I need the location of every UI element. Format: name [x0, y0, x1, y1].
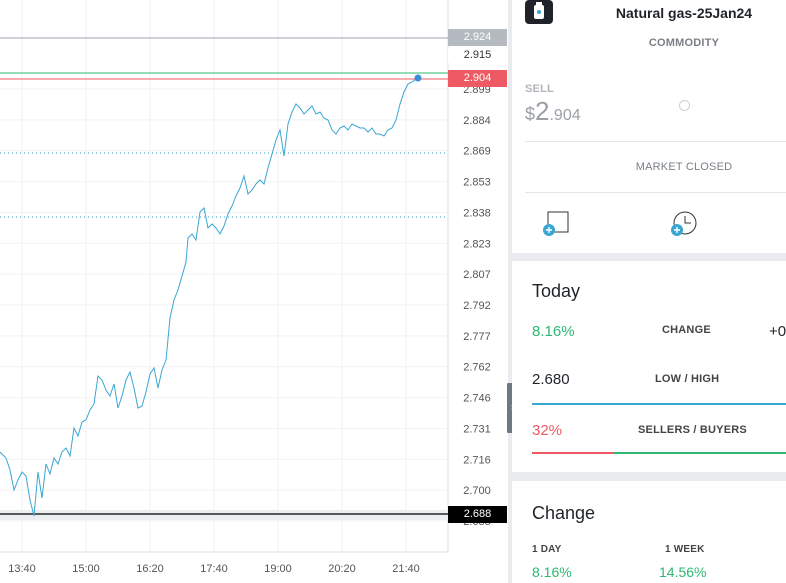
change-label: CHANGE: [662, 324, 711, 336]
x-axis-tick: 15:00: [72, 563, 100, 575]
y-axis-tick: 2.746: [463, 393, 491, 405]
low-price-tag: 2.688: [448, 506, 507, 523]
add-alert-clock-icon[interactable]: [668, 210, 700, 238]
change-value: +0: [769, 323, 786, 340]
change-title: Change: [532, 503, 596, 523]
week-label: 1 WEEK: [665, 544, 705, 555]
y-axis-tick: 2.838: [463, 207, 491, 219]
instrument-name: Natural gas-25Jan24: [615, 5, 753, 21]
spinner-icon: [679, 100, 690, 111]
week-change-value: 14.56%: [659, 564, 707, 580]
ask-price-tag: 2.915: [448, 48, 507, 63]
y-axis-tick: 2.884: [463, 115, 491, 127]
last-price-dot: [414, 74, 422, 82]
gas-canister-icon: [525, 0, 553, 24]
y-axis-tick: 2.777: [463, 331, 491, 343]
lowhigh-range-bar: [532, 403, 786, 405]
low-value: 2.680: [532, 371, 570, 388]
x-axis-tick: 13:40: [8, 563, 36, 575]
y-axis-tick: 2.716: [463, 454, 491, 466]
y-axis-tick: 2.700: [463, 485, 491, 497]
today-card: Today 8.16% CHANGE +0 2.680 LOW / HIGH 3…: [512, 261, 786, 472]
y-axis-tick: 2.899: [463, 84, 491, 96]
x-axis-tick: 16:20: [136, 563, 164, 575]
day-change-value: 8.16%: [532, 564, 572, 580]
instrument-panel: Natural gas-25Jan24 COMMODITY SELL $2.90…: [512, 0, 786, 583]
y-axis-tick: 2.792: [463, 300, 491, 312]
price-chart-panel[interactable]: 2.899 2.884 2.869 2.853 2.838 2.823 2.807 2.792…: [0, 0, 508, 583]
instrument-card: Natural gas-25Jan24 COMMODITY SELL $2.90…: [512, 0, 786, 253]
today-title: Today: [532, 281, 581, 301]
change-card: Change 1 DAY 8.16% 1 WEEK 14.56%: [512, 481, 786, 583]
sentiment-bar: [532, 452, 786, 454]
price-chart[interactable]: 2.899 2.884 2.869 2.853 2.838 2.823 2.807 2.792…: [0, 0, 508, 583]
market-status: MARKET CLOSED: [635, 161, 733, 173]
lowhigh-label: LOW / HIGH: [655, 373, 720, 385]
y-axis-tick: 2.823: [463, 238, 491, 250]
y-axis-tick: 2.731: [463, 423, 491, 435]
current-price-tag: 2.904: [448, 70, 507, 87]
day-label: 1 DAY: [532, 544, 562, 555]
x-axis-tick: 21:40: [392, 563, 420, 575]
price-line-series: [0, 77, 419, 517]
change-percent: 8.16%: [532, 323, 575, 340]
sellers-fill: [532, 452, 614, 454]
x-axis-tick: 19:00: [264, 563, 292, 575]
y-axis-tick: 2.869: [463, 146, 491, 158]
high-price-tag: 2.924: [448, 29, 507, 46]
price-decimal: .904: [549, 107, 581, 124]
price-integer: 2: [535, 96, 550, 126]
x-axis-tick: 17:40: [200, 563, 228, 575]
sell-price[interactable]: $2.904: [525, 96, 581, 127]
instrument-type: COMMODITY: [648, 37, 720, 49]
y-axis-tick: 2.853: [463, 177, 491, 189]
price-currency: $: [525, 104, 536, 124]
sellers-buyers-label: SELLERS / BUYERS: [638, 424, 747, 436]
sellers-percent: 32%: [532, 422, 563, 439]
sell-label: SELL: [525, 83, 554, 95]
x-axis-tick: 20:20: [328, 563, 356, 575]
y-axis-tick: 2.762: [463, 362, 491, 374]
add-order-icon[interactable]: [542, 211, 572, 237]
y-axis-tick: 2.807: [463, 269, 491, 281]
